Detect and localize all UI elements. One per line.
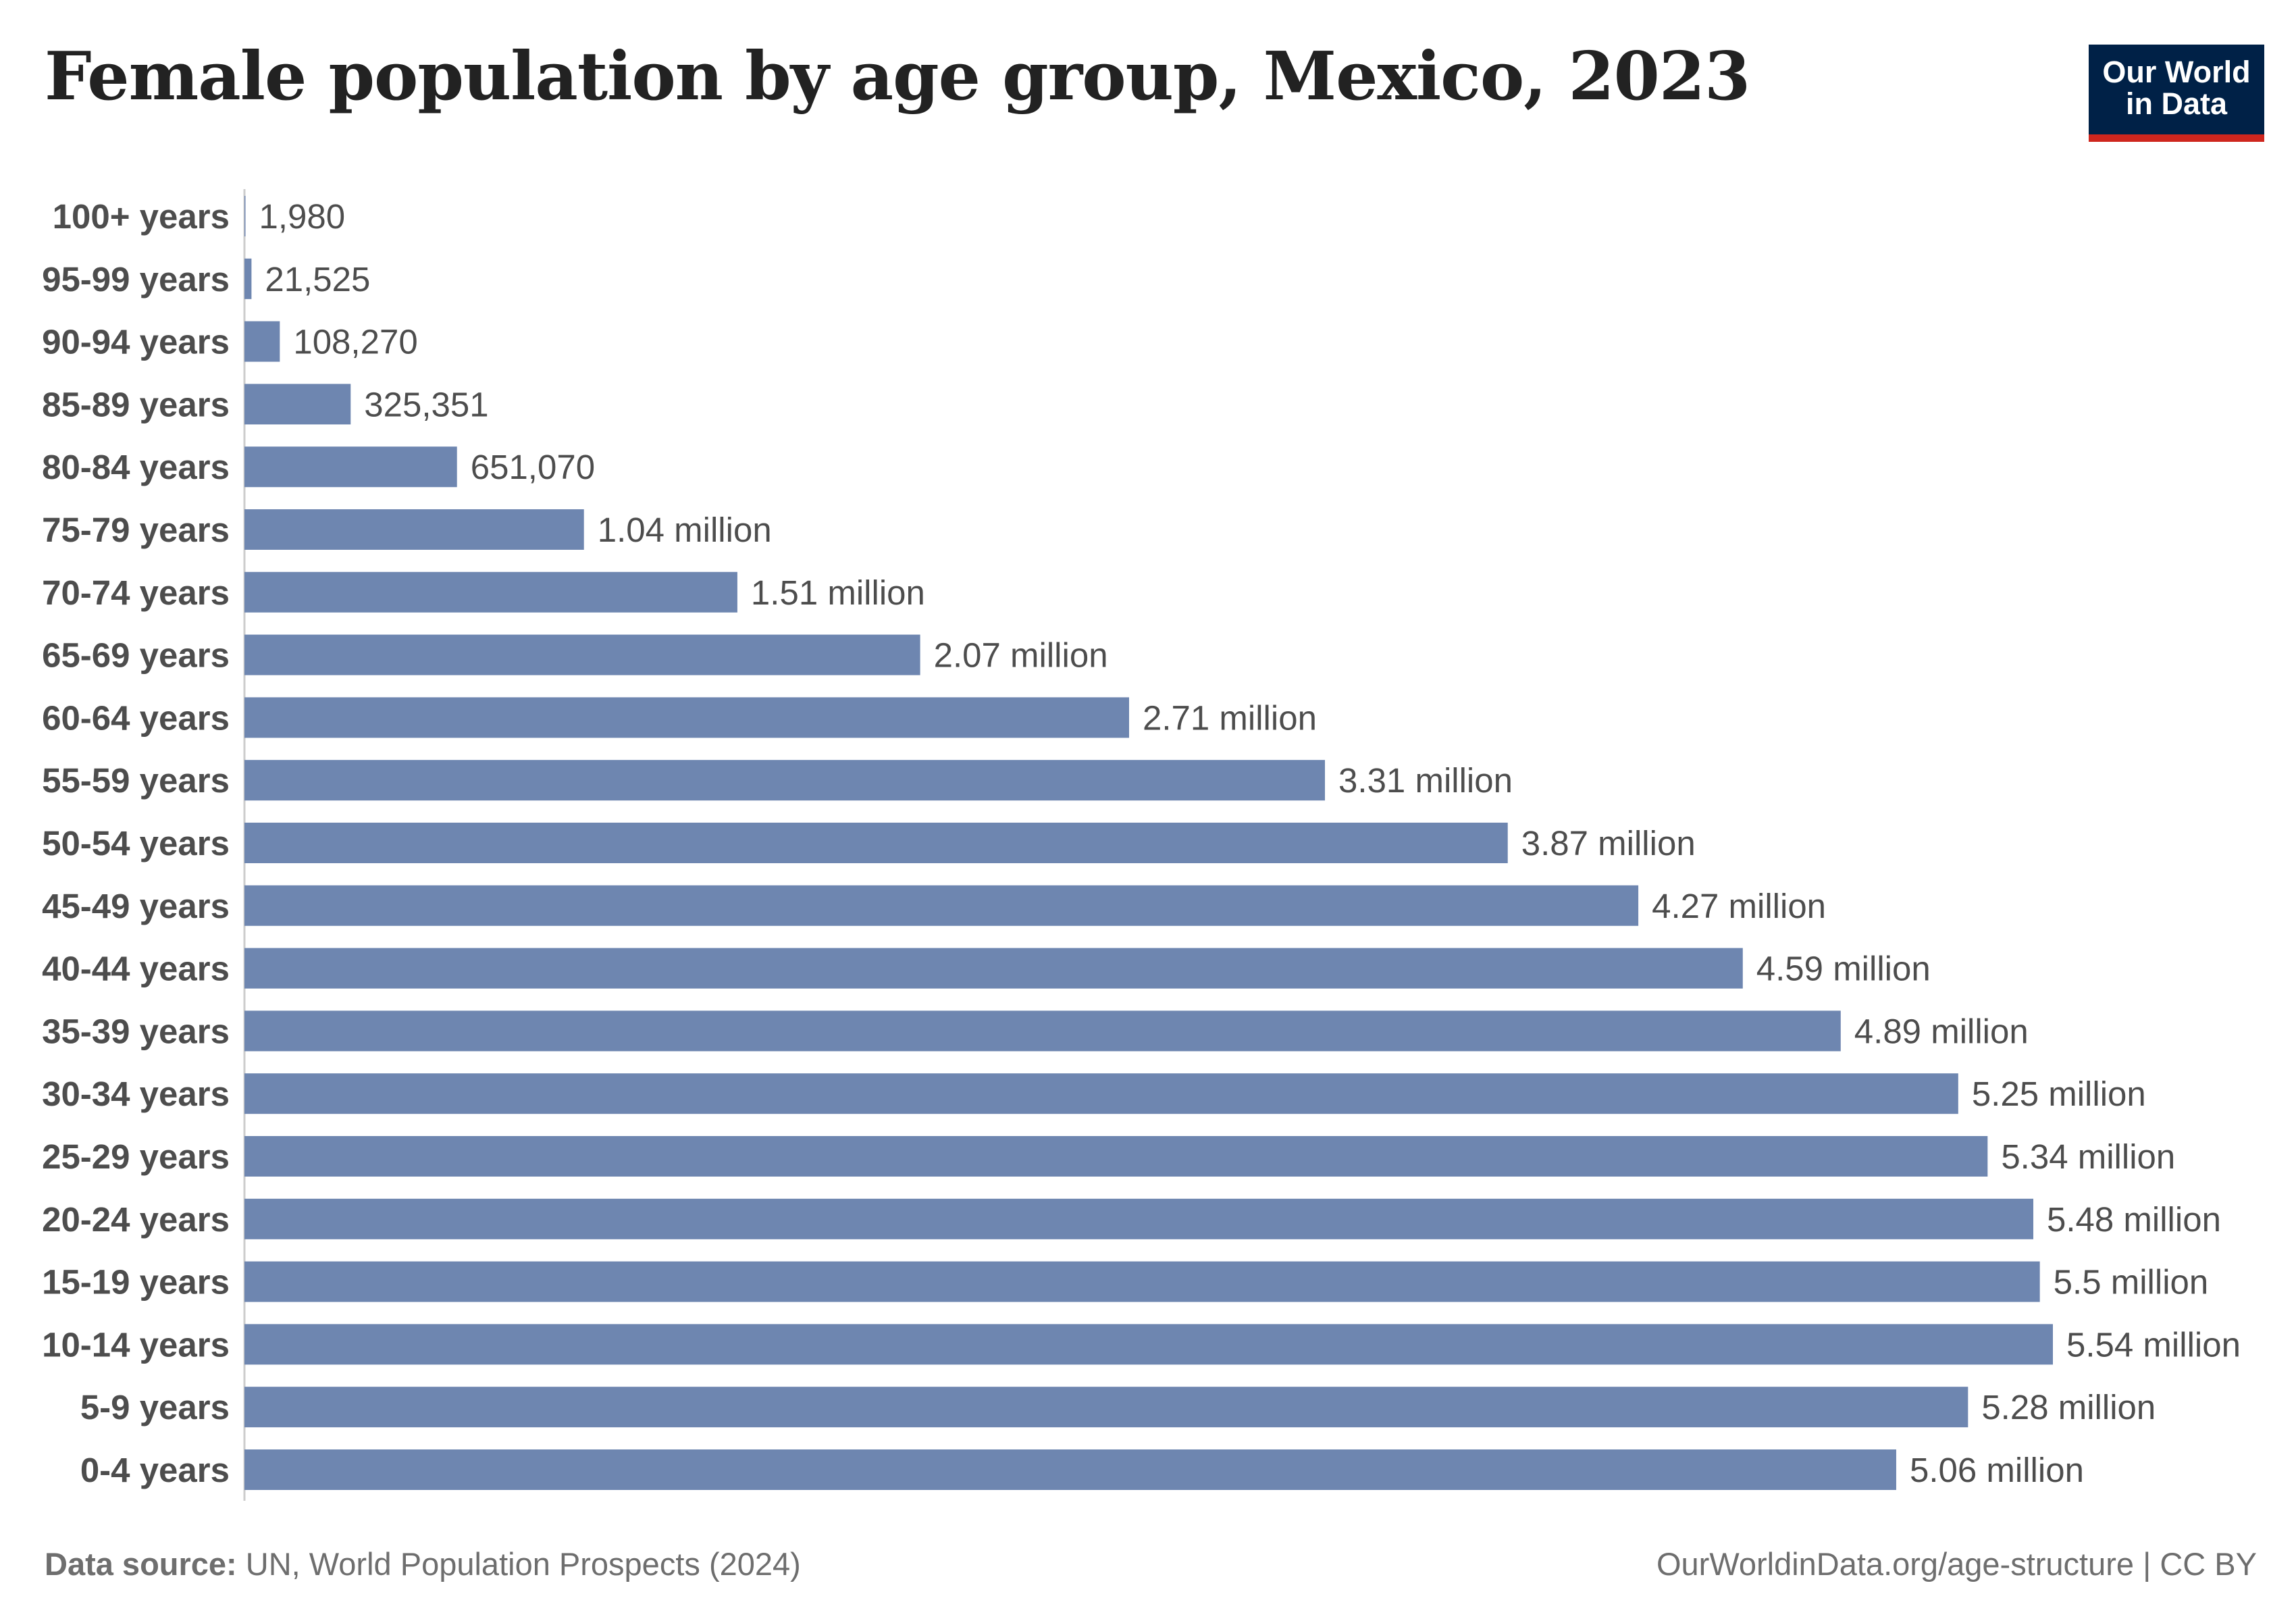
- category-label: 40-44 years: [42, 950, 230, 988]
- logo-line-1: Our World: [2102, 55, 2251, 89]
- bars-group: 100+ years 1,980 95-99 years 21,525 90-94 ye…: [42, 196, 2241, 1490]
- value-label: 651,070: [471, 448, 595, 486]
- value-label: 5.48 million: [2047, 1200, 2221, 1239]
- value-label: 2.07 million: [934, 636, 1108, 675]
- category-label: 75-79 years: [42, 511, 230, 549]
- category-label: 15-19 years: [42, 1263, 230, 1302]
- value-label: 5.5 million: [2054, 1263, 2209, 1302]
- category-label: 25-29 years: [42, 1137, 230, 1176]
- category-label: 100+ years: [53, 197, 230, 236]
- bar[interactable]: [244, 697, 1129, 738]
- bar[interactable]: [244, 196, 246, 236]
- category-label: 30-34 years: [42, 1075, 230, 1113]
- category-label: 50-54 years: [42, 824, 230, 863]
- bar[interactable]: [244, 1198, 2033, 1239]
- value-label: 4.59 million: [1756, 950, 1931, 988]
- bar[interactable]: [244, 446, 457, 488]
- bar[interactable]: [244, 885, 1639, 926]
- category-label: 45-49 years: [42, 887, 230, 925]
- data-source-text: UN, World Population Prospects (2024): [245, 1546, 801, 1582]
- bar[interactable]: [244, 1136, 1988, 1177]
- category-label: 90-94 years: [42, 323, 230, 361]
- bar[interactable]: [244, 1324, 2053, 1365]
- category-label: 10-14 years: [42, 1325, 230, 1364]
- category-label: 60-64 years: [42, 698, 230, 737]
- logo-line-2: in Data: [2125, 86, 2228, 121]
- bar[interactable]: [244, 321, 280, 362]
- value-label: 325,351: [364, 385, 488, 423]
- bar[interactable]: [244, 948, 1743, 989]
- value-label: 1,980: [259, 197, 346, 236]
- value-label: 1.04 million: [598, 511, 772, 549]
- bar[interactable]: [244, 1261, 2040, 1302]
- category-label: 95-99 years: [42, 260, 230, 299]
- value-label: 5.06 million: [1910, 1451, 2084, 1489]
- category-label: 65-69 years: [42, 636, 230, 675]
- value-label: 5.25 million: [1972, 1075, 2146, 1113]
- bar[interactable]: [244, 634, 920, 675]
- chart-title: Female population by age group, Mexico, …: [45, 38, 1750, 115]
- category-label: 80-84 years: [42, 448, 230, 486]
- value-label: 3.31 million: [1338, 761, 1513, 800]
- value-label: 1.51 million: [751, 573, 925, 612]
- bar[interactable]: [244, 258, 252, 299]
- value-label: 108,270: [293, 323, 417, 361]
- value-label: 4.89 million: [1854, 1012, 2029, 1050]
- value-label: 5.54 million: [2066, 1325, 2241, 1364]
- bar[interactable]: [244, 1387, 1968, 1428]
- bar[interactable]: [244, 1010, 1841, 1052]
- category-label: 5-9 years: [80, 1388, 230, 1426]
- bar[interactable]: [244, 509, 584, 550]
- bar[interactable]: [244, 1073, 1958, 1114]
- value-label: 2.71 million: [1143, 698, 1317, 737]
- value-label: 3.87 million: [1521, 824, 1696, 863]
- bar[interactable]: [244, 571, 737, 613]
- value-label: 21,525: [265, 260, 370, 299]
- bar[interactable]: [244, 823, 1508, 863]
- data-source-note: Data source: UN, World Population Prospe…: [45, 1545, 801, 1583]
- value-label: 5.28 million: [1981, 1388, 2156, 1426]
- bar[interactable]: [244, 384, 351, 425]
- value-label: 5.34 million: [2001, 1137, 2175, 1176]
- category-label: 0-4 years: [80, 1451, 230, 1489]
- category-label: 20-24 years: [42, 1200, 230, 1239]
- category-label: 35-39 years: [42, 1012, 230, 1050]
- source-url-license[interactable]: OurWorldinData.org/age-structure | CC BY: [1656, 1546, 2257, 1582]
- bar[interactable]: [244, 1449, 1896, 1490]
- category-label: 85-89 years: [42, 385, 230, 423]
- bar[interactable]: [244, 760, 1326, 801]
- data-source-label: Data source:: [45, 1546, 237, 1582]
- category-label: 55-59 years: [42, 761, 230, 800]
- owid-logo[interactable]: Our World in Data: [2089, 45, 2264, 142]
- category-label: 70-74 years: [42, 573, 230, 612]
- value-label: 4.27 million: [1652, 887, 1826, 925]
